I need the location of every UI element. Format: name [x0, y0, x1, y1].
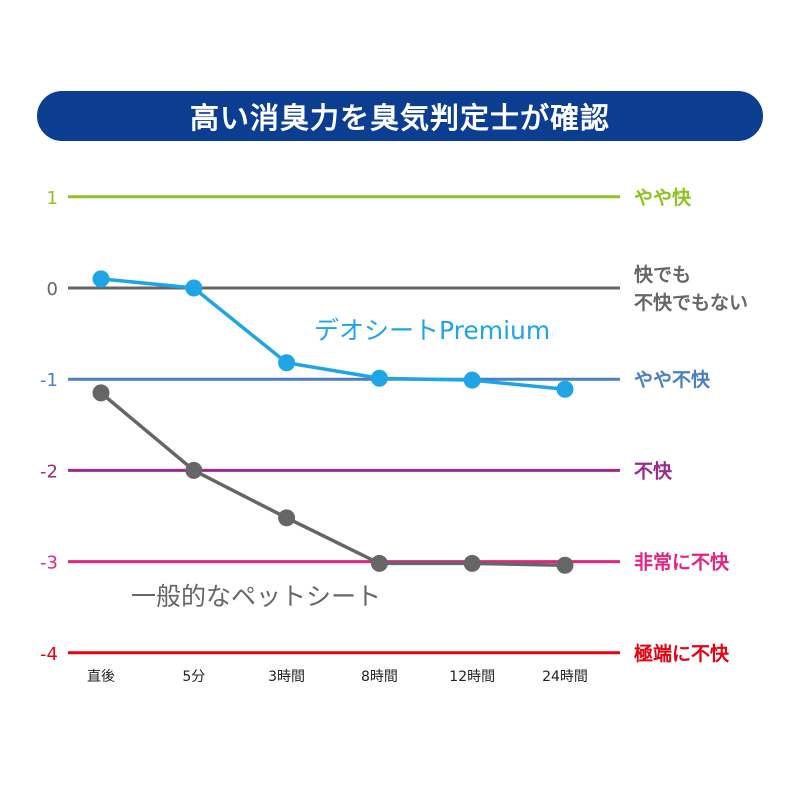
y-tick-label: -2 — [40, 461, 58, 482]
data-point — [185, 279, 203, 297]
data-point — [278, 354, 296, 372]
data-point — [370, 369, 388, 387]
series-label: 一般的なペットシート — [131, 582, 381, 611]
y-tick-label: -3 — [40, 553, 58, 574]
data-point — [92, 270, 110, 288]
data-point — [370, 554, 388, 572]
data-point — [463, 371, 481, 389]
chart-title: 高い消臭力を臭気判定士が確認 — [37, 91, 763, 141]
level-label: やや快 — [634, 186, 692, 209]
x-tick-label: 直後 — [87, 668, 115, 685]
series-label: デオシートPremium — [314, 316, 550, 345]
y-tick-label: -4 — [40, 644, 58, 665]
series-line — [99, 391, 566, 567]
level-label: 不快 — [634, 459, 673, 482]
level-label: 極端に不快 — [634, 642, 730, 665]
series-line — [100, 277, 566, 391]
x-tick-label: 5分 — [182, 669, 205, 685]
x-tick-label: 12時間 — [449, 669, 495, 685]
level-label: 非常に不快 — [634, 551, 730, 574]
level-label: やや不快 — [634, 368, 711, 391]
x-tick-label: 8時間 — [361, 669, 398, 685]
data-point — [556, 556, 574, 574]
y-tick-label: 0 — [47, 279, 58, 300]
x-tick-label: 3時間 — [268, 669, 305, 685]
data-point — [92, 384, 110, 402]
data-point — [463, 554, 481, 572]
y-tick-label: -1 — [40, 370, 58, 391]
data-point — [556, 380, 574, 398]
x-tick-label: 24時間 — [542, 669, 588, 685]
data-point — [278, 509, 296, 527]
level-label: 快でも — [634, 263, 691, 286]
y-tick-label: 1 — [47, 188, 58, 209]
level-label: 不快でもない — [634, 291, 748, 314]
data-point — [185, 461, 203, 479]
